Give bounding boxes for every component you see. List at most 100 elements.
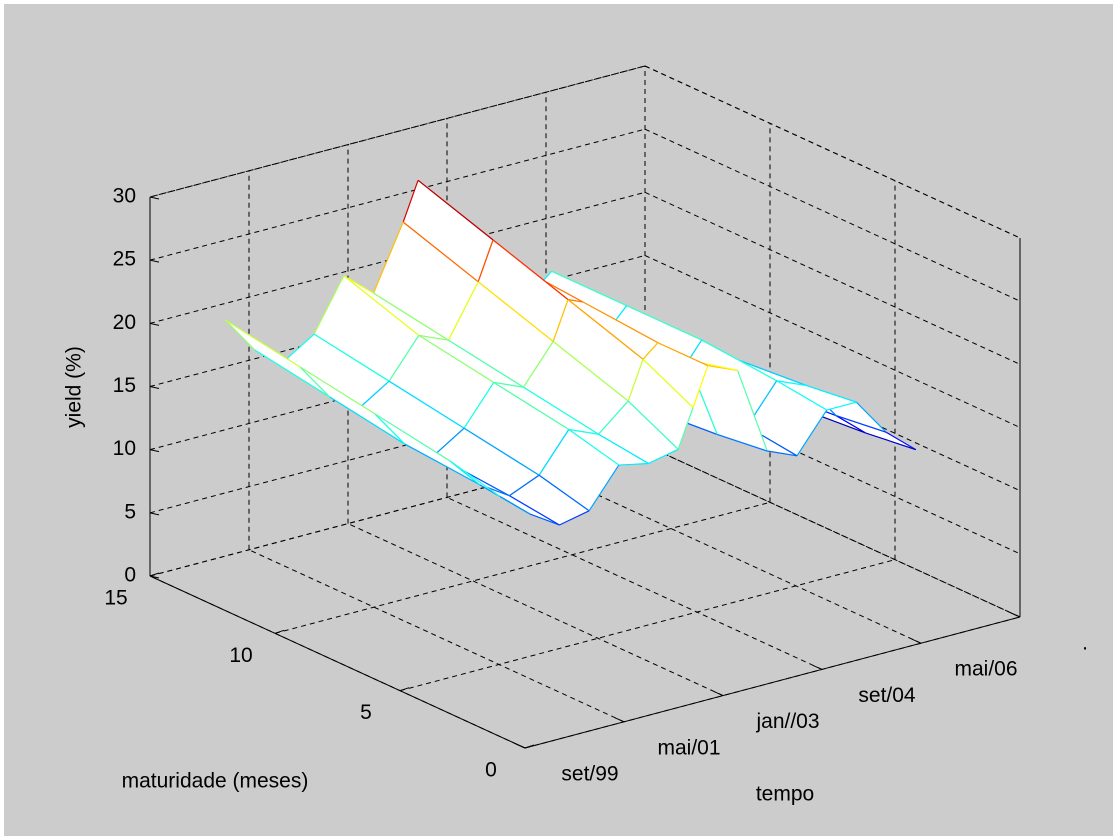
mesh-edge [865,432,916,451]
grid-line [248,549,625,723]
tick-mark [524,744,535,749]
tick-mark [149,575,160,579]
grid-line [274,501,771,634]
x-tick-label: jan//03 [755,710,819,733]
mesh-edge [493,381,524,388]
tick-mark [515,743,526,749]
grid-line [644,444,1021,618]
mesh-edge [358,380,390,409]
mesh-face [403,180,494,282]
mesh-edge [538,474,590,512]
mesh-face [314,275,419,382]
tick-mark [399,687,410,692]
grid-line [524,616,1021,749]
mesh-edge [449,460,501,497]
z-tick-label: 20 [113,311,136,334]
tick-mark [149,512,160,516]
grid-line [644,444,1021,618]
mesh-edge [796,409,828,457]
mesh-edge [402,180,419,223]
mesh-edge [776,380,807,387]
mesh-face [628,359,694,450]
mesh-face [776,380,857,411]
grid-line [644,128,1021,302]
mesh-edge [737,370,768,452]
mesh-edge [559,510,590,526]
grid-line [347,523,724,697]
tick-mark [149,322,160,326]
mesh-face [375,413,480,485]
mesh-edge [552,299,569,342]
mesh-face [568,299,658,360]
mesh-edge [835,415,887,433]
mesh-face [539,429,619,511]
mesh-edge [448,339,524,388]
tick-mark [713,691,724,697]
z-tick-label: 15 [113,374,136,397]
mesh-edge [567,299,583,303]
tick-mark [149,259,160,263]
grid-line [149,575,526,749]
mesh-face [493,382,599,435]
tick-mark [149,386,160,389]
z-tick-label: 0 [124,564,136,587]
z-tick-label: 30 [113,185,136,208]
mesh-edge [538,429,570,476]
mesh-face [284,334,390,408]
mesh-edge [343,275,374,294]
mesh-edge [835,415,867,434]
grid-line [644,318,1021,492]
mesh-edge [731,356,807,387]
mesh-edge [418,334,449,341]
mesh-edge [855,401,887,433]
mesh-edge [224,319,301,368]
mesh-face [434,428,540,496]
mesh-edge [404,443,480,486]
y-tick-label: 15 [104,587,127,610]
grid-line [644,381,1021,555]
mesh-edge [463,427,540,476]
grid-line [644,255,1021,428]
mesh-edge [374,413,451,462]
grid-line [644,191,1021,365]
mesh-edge [402,221,479,283]
mesh-edge [447,281,479,341]
mesh-face [598,401,679,464]
x-tick-label: set/04 [858,684,916,707]
z-tick-label: 25 [113,248,136,271]
mesh-edge [388,380,465,429]
mesh-edge [522,341,554,388]
mesh-edge [551,270,627,307]
z-axis-label: yield (%) [63,346,86,428]
mesh-face [479,484,560,525]
mesh-edge [677,407,694,450]
mesh-edge [767,450,798,457]
mesh-edge [776,380,828,411]
grid-line [149,128,646,261]
mesh-face [389,335,494,429]
y-tick-label: 10 [229,644,252,667]
mesh-edge [648,448,679,465]
mesh-edge [598,433,649,465]
mesh-edge [509,495,560,526]
grid-line [644,65,1021,239]
mesh-face [478,239,569,342]
mesh-edge [626,305,702,341]
mesh-edge [372,221,404,294]
mesh-edge [657,342,709,367]
mesh-edge [313,333,390,382]
mesh-edge [299,366,331,398]
mesh-edge [567,299,644,360]
mesh-face [643,342,708,408]
mesh-edge [588,464,620,512]
mesh-face [747,380,827,456]
mesh-edge [283,333,315,362]
mesh-edge [806,384,857,403]
mesh-face [553,299,644,402]
mesh-face [373,222,479,341]
mesh-face [464,382,569,476]
mesh-face [359,381,465,456]
mesh [224,179,917,526]
mesh-face [523,341,629,435]
